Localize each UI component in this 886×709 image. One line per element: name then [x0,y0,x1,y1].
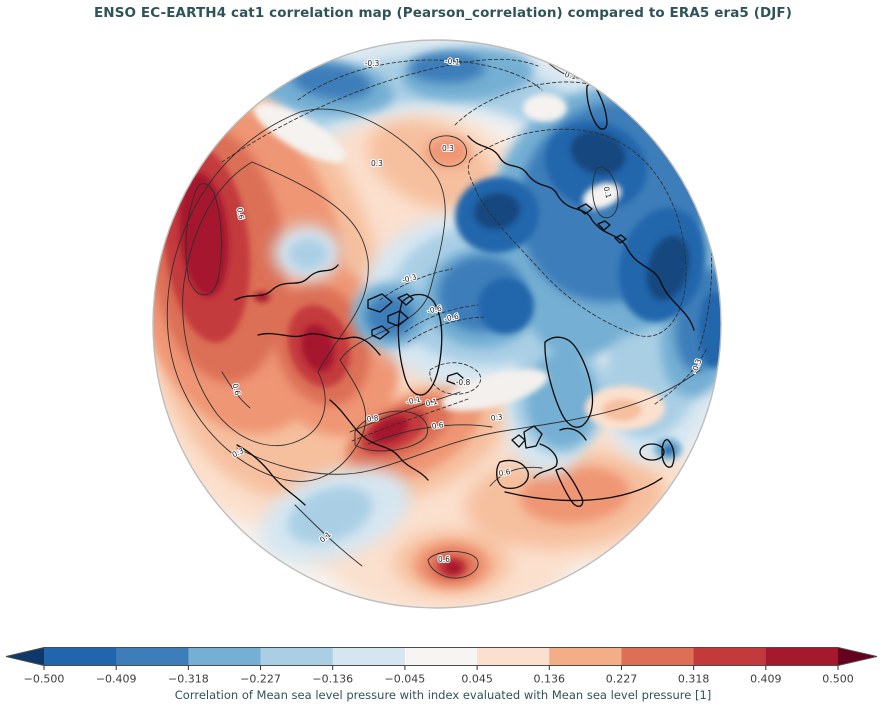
fill-layer-blue-darkest [474,131,690,301]
colorbar-segment [765,647,839,666]
coastline-iceland [446,372,464,385]
colorbar-segment [44,647,117,666]
coastlines [234,81,695,507]
coastline-italy [555,467,584,507]
coastline-alaska-north [257,332,381,356]
contour-label: 0.6 [498,467,512,478]
colorbar-tick-label: −0.136 [312,673,353,686]
coastline-siberia [467,135,695,331]
colorbar-under-arrow [6,647,44,666]
colorbar-tick-label: 0.045 [461,673,493,686]
colorbar-ticks: −0.500 −0.409 −0.318 −0.227 −0.136 −0.045 0.04… [24,665,854,686]
fill-layer-accents [254,94,682,460]
colorbar-segment [260,647,334,666]
colorbar-tick-label: −0.045 [385,673,426,686]
colorbar-segments [6,647,877,666]
colorbar-segment [332,647,406,666]
contour-label: 0.6 [431,420,444,431]
contour-label: -0.1 [405,395,421,407]
coastline-na-west [236,444,306,506]
coastline-caspian [661,438,675,468]
coastline-svalbard [577,203,627,244]
polar-correlation-map: -0.3 -0.1 0.1 0.3 0.3 0.1 0.6 -0.3 -0.6-0.6 0.6 -0… [152,39,722,609]
coastline-britain [511,425,543,449]
coastline-na-east [329,399,429,481]
colorbar-axis-label: Correlation of Mean sea level pressure w… [174,688,712,702]
colorbar-tick-label: −0.227 [240,673,281,686]
contour-label: 0.1 [425,397,439,408]
contour-label: 0.8 [366,413,379,424]
contour-label: -0.6 [443,312,459,324]
contour-label: 0.3 [371,159,383,168]
contour-label: 0.6 [438,555,450,564]
colorbar-segment [477,647,550,666]
map-boundary-circle [152,39,722,609]
colorbar-tick-label: 0.318 [678,673,710,686]
contour-label: 0.3 [442,144,454,153]
coastline-north-africa [504,477,663,502]
colorbar-tick-label: 0.227 [606,673,638,686]
coastline-scandinavia [544,336,594,428]
colorbar-segment [621,647,695,666]
colorbar-over-arrow [838,647,877,666]
colorbar-tick-label: −0.409 [96,673,137,686]
colorbar-segment [549,647,622,666]
coastline-chukotka [234,264,339,301]
contour-lines-negative [221,58,713,442]
contour-label: -0.3 [365,59,380,68]
contour-label: -0.1 [445,56,461,66]
coastline-greenland [397,293,443,396]
colorbar-segment [188,647,262,666]
colorbar-segment [116,647,189,666]
coastline-novaya-zemlya [586,81,608,130]
colorbar-segment [404,647,478,666]
contour-label: 0.3 [490,412,503,423]
colorbar-tick-label: −0.500 [24,673,65,686]
coastline-iberia [495,459,529,489]
colorbar: −0.500 −0.409 −0.318 −0.227 −0.136 −0.045 0.04… [5,647,878,686]
coastline-arctic-islands [367,293,414,340]
colorbar-tick-label: 0.409 [750,673,782,686]
colorbar-tick-label: 0.136 [534,673,566,686]
contour-label: -0.8 [456,378,471,387]
figure-title: ENSO EC-EARTH4 cat1 correlation map (Pea… [93,5,793,21]
colorbar-tick-label: −0.318 [168,673,209,686]
contour-label: 0.1 [602,185,614,199]
coastline-black-sea [639,443,665,461]
colorbar-segment [693,647,767,666]
contour-label-group: -0.3 -0.1 0.1 0.3 0.3 0.1 0.6 -0.3 -0.6-0.6 0.6 -0… [230,55,705,565]
contour-label: 0.6 [235,207,246,221]
contour-label: -0.6 [426,304,442,316]
coastline-europe-west [533,443,558,479]
coastline-baltic [559,427,587,441]
map-clip-group: -0.3 -0.1 0.1 0.3 0.3 0.1 0.6 -0.3 -0.6-0.6 0.6 -0… [153,40,721,608]
colorbar-tick-label: 0.500 [822,673,854,686]
contour-label: 0.6 [231,382,243,396]
contour-label: -0.3 [401,272,418,285]
